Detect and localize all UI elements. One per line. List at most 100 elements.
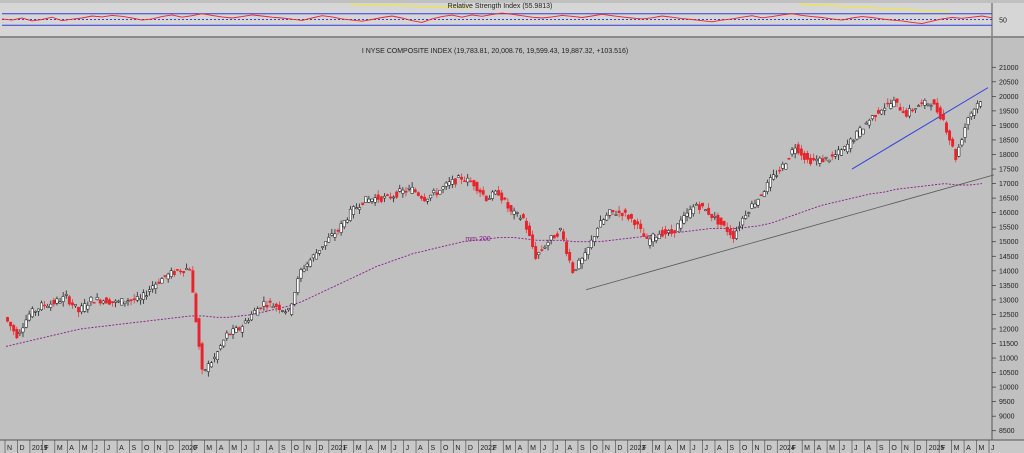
candle-body — [92, 302, 96, 304]
candle-body — [629, 213, 633, 219]
time-tick-label: 2021 — [331, 445, 347, 452]
time-tick-label: A — [418, 445, 423, 452]
candle-body — [528, 225, 531, 236]
candle-body — [765, 182, 769, 192]
candle-body — [83, 303, 87, 312]
time-tick-label: J — [107, 445, 111, 452]
candle-body — [975, 103, 979, 110]
candle-body — [756, 199, 760, 206]
price-tick-label: 10500 — [999, 370, 1019, 377]
candle-body — [355, 207, 359, 210]
candle-body — [160, 278, 164, 284]
candle-body — [225, 332, 229, 339]
price-tick-label: 15000 — [999, 239, 1019, 246]
candle-body — [503, 197, 507, 200]
candle-body — [867, 119, 871, 126]
candle-body — [941, 113, 945, 120]
candle-body — [392, 196, 396, 199]
candle-body — [657, 233, 661, 239]
price-tick-label: 19500 — [999, 108, 1019, 115]
time-tick-label: N — [7, 445, 12, 452]
mm200-label: mm 200 — [465, 236, 490, 243]
candle-body — [141, 292, 145, 300]
candle-body — [12, 325, 16, 332]
candle-body — [932, 99, 936, 105]
time-tick-label: F — [44, 445, 48, 452]
candle-body — [487, 198, 491, 200]
candle-body — [370, 198, 374, 202]
candle-body — [36, 308, 40, 312]
candle-body — [287, 308, 291, 311]
candle-body — [611, 209, 615, 213]
candle-body — [413, 189, 417, 193]
candle-body — [299, 269, 303, 279]
candle-body — [80, 305, 84, 313]
candle-body — [373, 197, 377, 203]
candle-body — [951, 138, 955, 147]
candle-body — [707, 207, 711, 215]
candle-body — [660, 229, 664, 237]
time-tick-label: M — [530, 445, 536, 452]
candle-body — [70, 302, 74, 306]
candle-body — [602, 219, 606, 225]
time-tick-label: J — [705, 445, 709, 452]
candle-body — [673, 230, 677, 234]
candle-body — [812, 157, 816, 161]
time-tick-label: J — [406, 445, 410, 452]
candle-body — [716, 214, 720, 225]
candle-body — [194, 293, 198, 323]
candle-body — [907, 108, 911, 117]
candle-body — [790, 149, 794, 155]
time-tick-label: N — [156, 445, 161, 452]
candle-body — [552, 235, 556, 239]
time-tick-label: J — [543, 445, 547, 452]
time-tick-label: M — [356, 445, 362, 452]
time-tick-label: F — [194, 445, 198, 452]
time-tick-label: J — [555, 445, 559, 452]
candle-body — [617, 210, 621, 213]
time-tick-label: M — [57, 445, 63, 452]
candle-body — [753, 203, 757, 208]
candle-body — [565, 241, 569, 255]
time-tick-label: D — [468, 445, 473, 452]
candle-body — [15, 329, 19, 339]
time-tick-label: F — [493, 445, 497, 452]
price-tick-label: 9500 — [999, 399, 1015, 406]
candle-body — [111, 301, 115, 303]
candle-body — [889, 103, 893, 109]
candle-body — [694, 203, 698, 206]
candle-body — [701, 202, 704, 207]
candle-body — [518, 217, 522, 220]
candle-body — [67, 296, 71, 305]
candle-body — [416, 192, 420, 196]
time-tick-label: A — [269, 445, 274, 452]
candle-body — [469, 180, 473, 183]
candle-body — [271, 306, 275, 308]
candle-body — [481, 190, 485, 195]
time-tick-label: 2020 — [181, 445, 197, 452]
time-tick-label: J — [244, 445, 248, 452]
candle-body — [592, 236, 596, 242]
time-tick-label: A — [368, 445, 373, 452]
candle-body — [33, 311, 37, 313]
candle-body — [135, 296, 139, 301]
candle-body — [398, 188, 402, 192]
time-tick-label: O — [891, 445, 897, 452]
candle-body — [651, 233, 655, 243]
candle-body — [453, 178, 457, 185]
candle-body — [457, 175, 460, 178]
candle-body — [512, 210, 516, 215]
time-tick-label: S — [281, 445, 286, 452]
candle-body — [886, 102, 890, 105]
candle-body — [781, 163, 785, 169]
candle-body — [237, 327, 241, 331]
candle-body — [836, 149, 840, 156]
candle-body — [46, 306, 50, 308]
candle-body — [98, 299, 102, 304]
time-tick-label: M — [82, 445, 88, 452]
candle-body — [923, 100, 927, 106]
candle-body — [318, 250, 321, 254]
rsi-title: Relative Strength Index (55.9813) — [448, 3, 553, 10]
candle-body — [256, 308, 260, 316]
